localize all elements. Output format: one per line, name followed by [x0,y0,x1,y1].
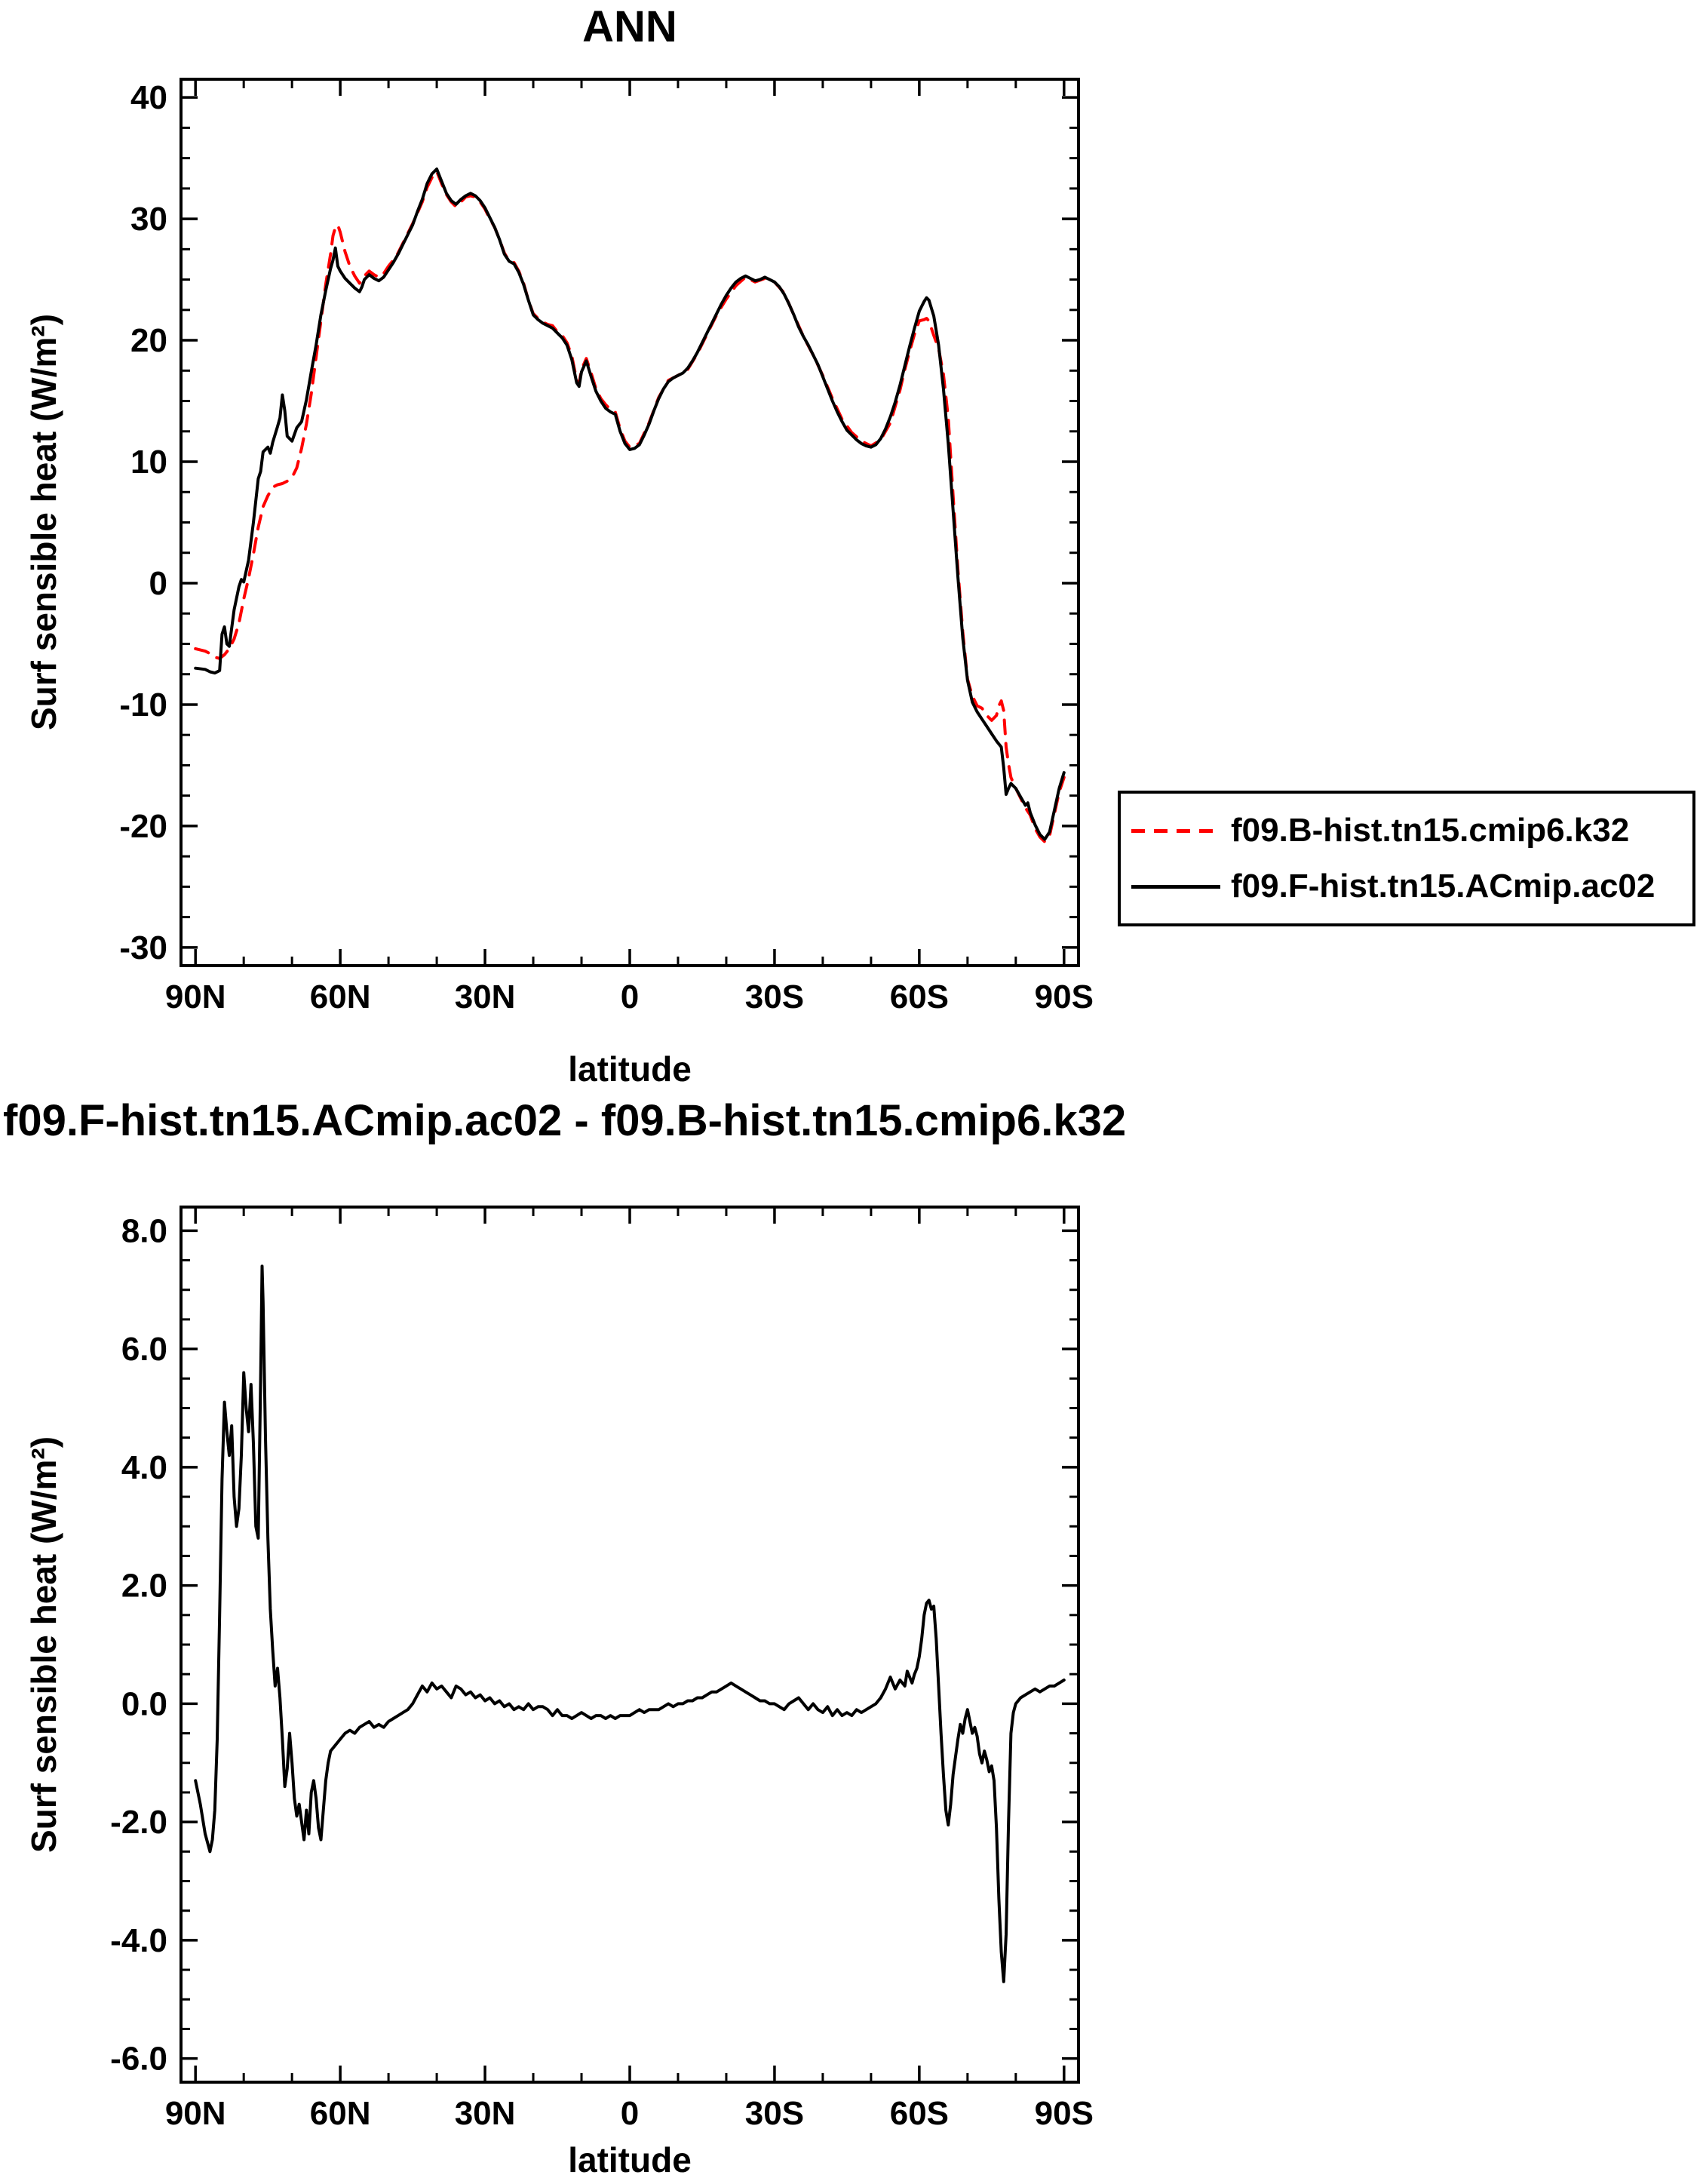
black-solid-line-sample-icon [1131,884,1220,889]
svg-text:60S: 60S [890,978,949,1015]
top-chart-title: ANN [582,2,677,51]
svg-text:-10: -10 [119,687,167,723]
svg-text:0: 0 [621,2095,639,2132]
legend-label-b-hist: f09.B-hist.tn15.cmip6.k32 [1231,812,1630,849]
legend-entry-f-hist: f09.F-hist.tn15.ACmip.ac02 [1131,868,1685,905]
top-chart-plot-area: 90N 60N 30N 0 30S 60S 90S 40 30 20 10 0 -10 -20 -30 [119,78,1094,1015]
bottom-chart-x-axis-label: latitude [568,2140,692,2179]
svg-text:-6.0: -6.0 [110,2041,167,2078]
bottom-chart-title: f09.F-hist.tn15.ACmip.ac02 - f09.B-hist.… [3,1096,1127,1145]
svg-text:30: 30 [130,201,167,238]
svg-text:6.0: 6.0 [121,1331,167,1368]
legend-box: f09.B-hist.tn15.cmip6.k32 f09.F-hist.tn1… [1118,791,1695,926]
svg-text:4.0: 4.0 [121,1449,167,1486]
svg-text:-20: -20 [119,808,167,845]
svg-text:8.0: 8.0 [121,1212,167,1249]
svg-text:-2.0: -2.0 [110,1804,167,1841]
svg-text:0: 0 [149,565,167,602]
svg-text:0.0: 0.0 [121,1685,167,1722]
legend-label-f-hist: f09.F-hist.tn15.ACmip.ac02 [1231,868,1655,905]
svg-text:90N: 90N [165,2095,226,2132]
svg-text:0: 0 [621,978,639,1015]
svg-text:30S: 30S [745,978,804,1015]
svg-text:10: 10 [130,444,167,481]
svg-text:90S: 90S [1035,978,1094,1015]
svg-text:30S: 30S [745,2095,804,2132]
top-chart-x-axis-label: latitude [568,1049,692,1089]
svg-text:60S: 60S [890,2095,949,2132]
svg-text:-30: -30 [119,929,167,966]
svg-text:30N: 30N [455,978,516,1015]
svg-text:30N: 30N [455,2095,516,2132]
svg-text:-4.0: -4.0 [110,1922,167,1959]
svg-text:90N: 90N [165,978,226,1015]
svg-text:60N: 60N [310,978,371,1015]
bottom-chart-plot-area: 90N 60N 30N 0 30S 60S 90S 8.0 6.0 4.0 2.0 0.0 -2.0 -4… [110,1206,1094,2132]
svg-text:40: 40 [130,79,167,116]
legend-entry-b-hist: f09.B-hist.tn15.cmip6.k32 [1131,812,1685,849]
svg-text:60N: 60N [310,2095,371,2132]
svg-text:20: 20 [130,322,167,359]
svg-text:2.0: 2.0 [121,1568,167,1605]
red-dashed-line-sample-icon [1131,828,1220,833]
svg-text:90S: 90S [1035,2095,1094,2132]
